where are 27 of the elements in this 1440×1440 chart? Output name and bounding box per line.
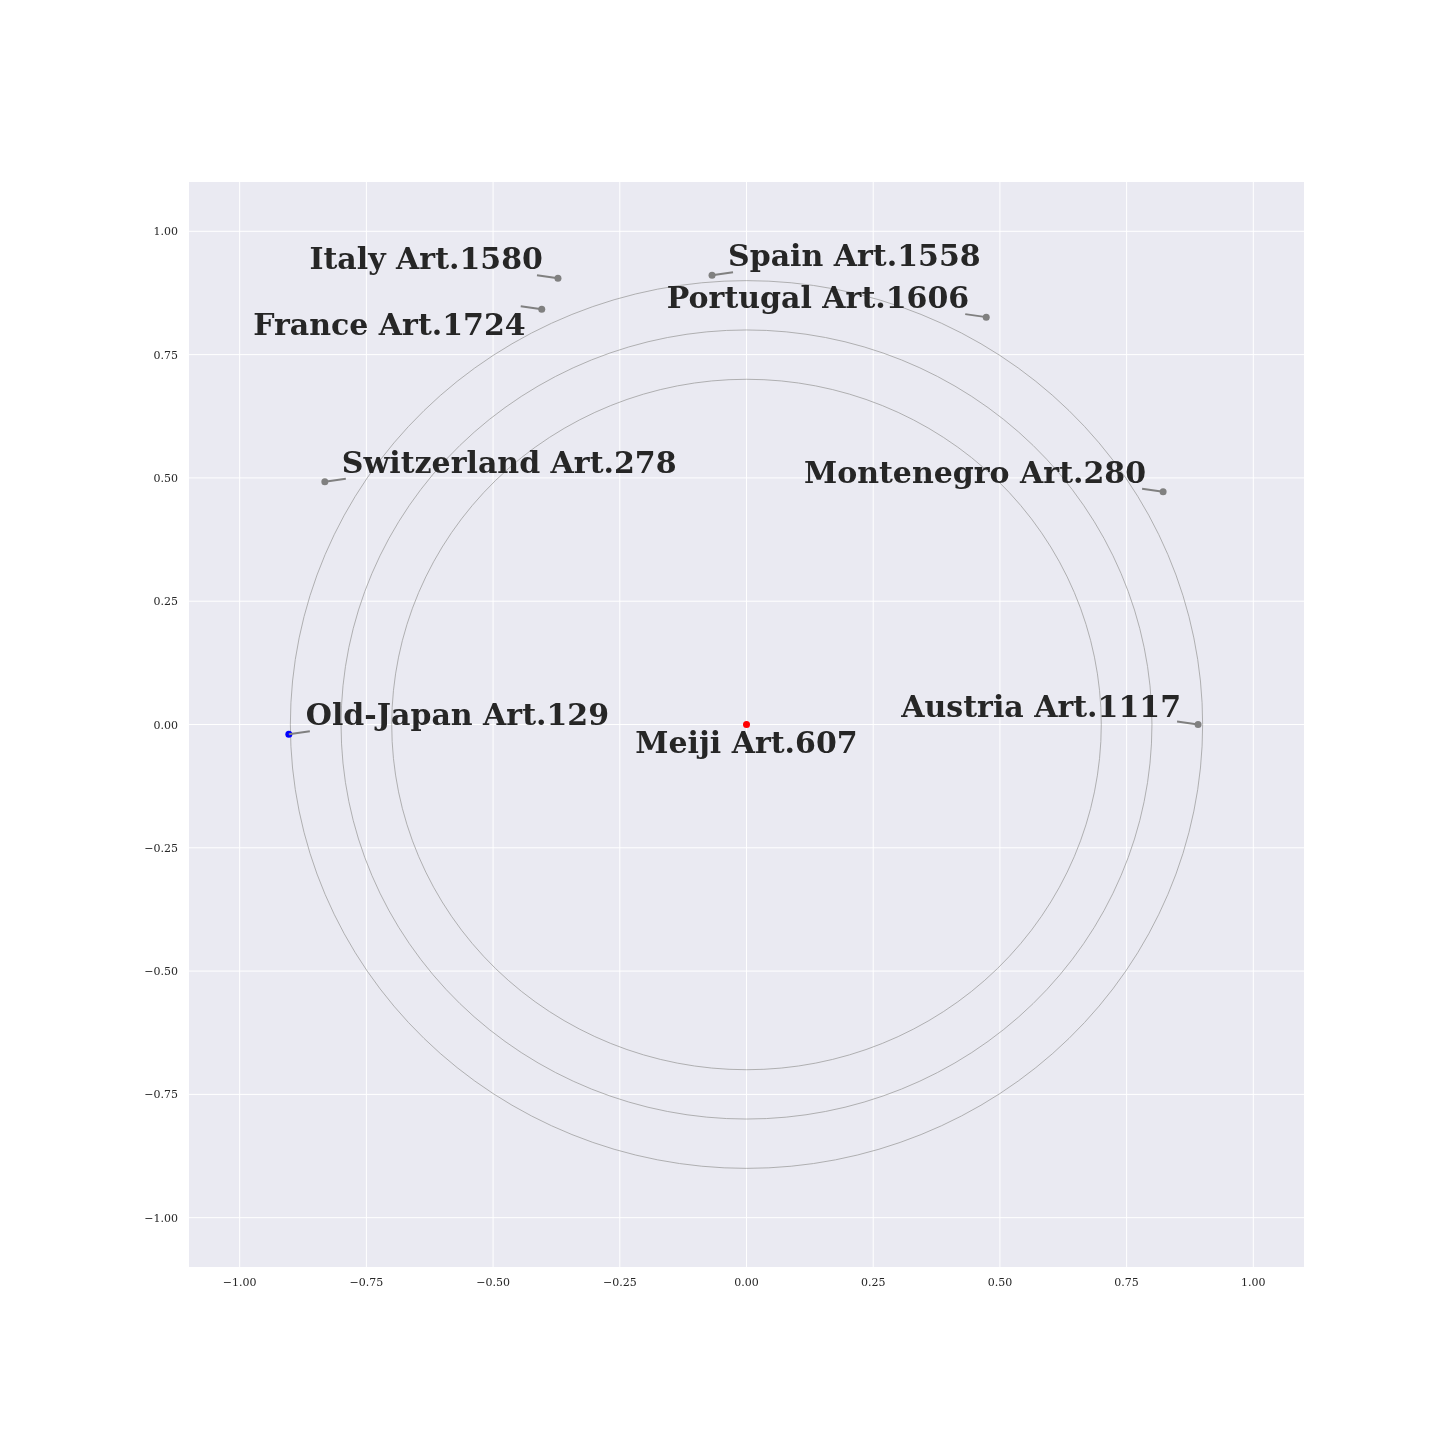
annotation: Austria Art.1117 <box>900 688 1182 724</box>
annotation: Spain Art.1558 <box>728 238 981 274</box>
annotation: Switzerland Art.278 <box>341 444 677 480</box>
annotation: Portugal Art.1606 <box>666 280 970 316</box>
x-tick-label: 0.25 <box>860 1276 886 1289</box>
annotation: France Art.1724 <box>253 307 526 343</box>
annotation: Italy Art.1580 <box>309 241 543 277</box>
x-tick-label: −0.75 <box>349 1276 384 1289</box>
x-tick-label: 0.00 <box>734 1276 759 1289</box>
x-tick-label: 1.00 <box>1241 1276 1266 1289</box>
y-tick-label: −0.75 <box>144 1088 178 1102</box>
y-tick-label: 0.00 <box>153 718 178 732</box>
y-tick-label: 0.50 <box>153 471 178 485</box>
y-tick-label: −0.25 <box>144 841 178 855</box>
x-tick-label: 0.75 <box>1114 1276 1139 1289</box>
y-tick-label: 0.25 <box>153 595 178 609</box>
y-tick-label: −0.50 <box>144 965 178 979</box>
annotation: Montenegro Art.280 <box>803 454 1147 490</box>
x-tick-label: 0.50 <box>987 1276 1013 1289</box>
annotation: Meiji Art.607 <box>635 724 858 760</box>
annotation: Old-Japan Art.129 <box>305 697 610 733</box>
x-tick-label: −0.25 <box>602 1276 637 1289</box>
y-tick-label: 0.75 <box>153 348 178 362</box>
y-tick-label: −1.00 <box>144 1211 178 1225</box>
x-tick-label: −1.00 <box>222 1276 257 1289</box>
x-tick-label: −0.50 <box>476 1276 510 1289</box>
y-tick-label: 1.00 <box>153 225 178 239</box>
